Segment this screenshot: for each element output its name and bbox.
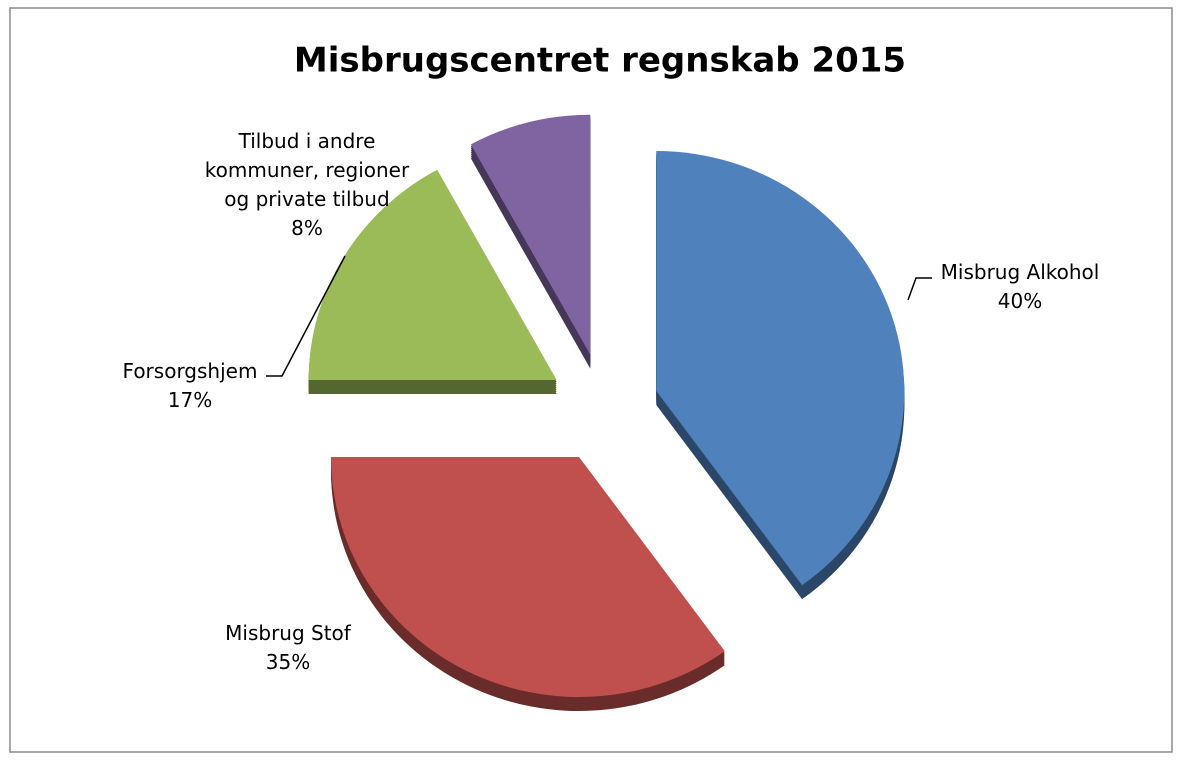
pie: [308, 114, 905, 712]
data-label: Misbrug Alkohol 40%: [910, 258, 1130, 316]
leader-line: [907, 277, 932, 301]
category-label: Tilbud i andre kommuner, regioner og pri…: [204, 129, 410, 211]
leader-line: [266, 255, 346, 377]
value-label: 8%: [291, 216, 323, 240]
value-label: 35%: [265, 650, 311, 674]
category-label: Misbrug Alkohol: [940, 260, 1100, 284]
category-label: Misbrug Stof: [225, 621, 351, 645]
chart-title: Misbrugscentret regnskab 2015: [294, 41, 906, 81]
slice: [331, 457, 725, 698]
data-label: Misbrug Stof 35%: [178, 619, 398, 677]
slice: [308, 169, 557, 381]
value-label: 40%: [997, 289, 1043, 313]
data-label: Forsorgshjem 17%: [90, 357, 290, 415]
data-label: Tilbud i andre kommuner, regioner og pri…: [202, 127, 412, 243]
category-label: Forsorgshjem: [122, 359, 258, 383]
value-label: 17%: [167, 388, 213, 412]
slice: [656, 151, 905, 586]
slice: [470, 114, 591, 355]
